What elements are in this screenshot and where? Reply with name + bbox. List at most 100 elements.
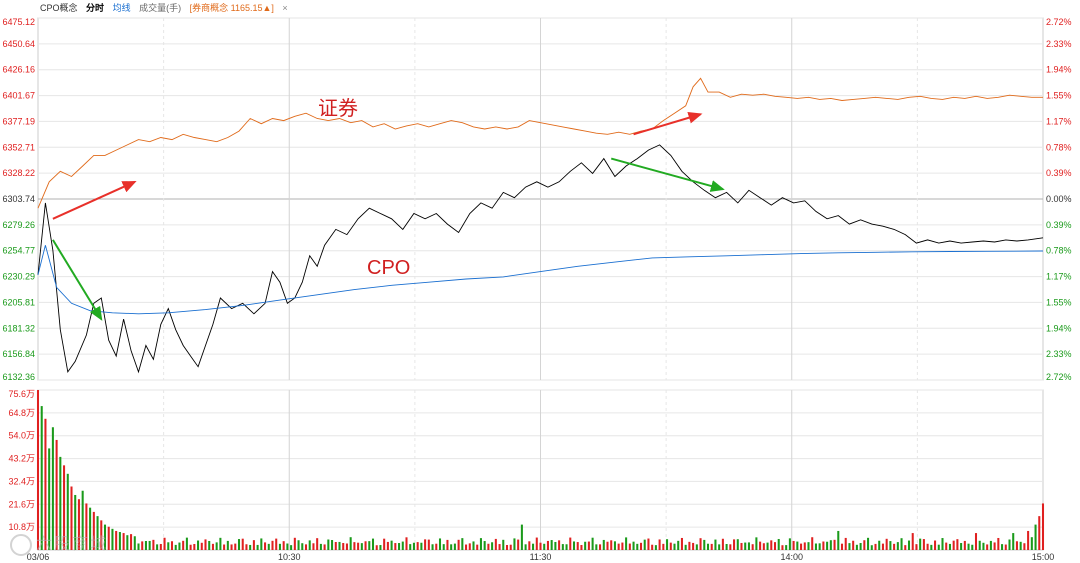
- volume-bar: [759, 541, 762, 550]
- volume-bar: [211, 543, 214, 550]
- volume-bar: [338, 541, 341, 550]
- volume-bar: [200, 542, 203, 550]
- pct-tick-label: 2.33%: [1046, 39, 1072, 49]
- volume-bar: [85, 503, 88, 550]
- volume-bar: [725, 544, 728, 550]
- volume-bar: [189, 544, 192, 550]
- volume-bar: [457, 539, 460, 550]
- volume-tick-label: 64.8万: [8, 408, 35, 418]
- tab-timeshare[interactable]: 分时: [86, 3, 105, 13]
- volume-bar: [632, 541, 635, 550]
- volume-bar: [81, 490, 84, 550]
- volume-bar: [945, 542, 948, 550]
- volume-bar: [152, 539, 155, 550]
- volume-bar: [215, 542, 218, 550]
- volume-bar: [312, 543, 315, 550]
- volume-bar: [628, 543, 631, 550]
- volume-bar: [658, 539, 661, 550]
- pct-tick-label: 1.94%: [1046, 323, 1072, 333]
- pct-tick-label: 1.55%: [1046, 297, 1072, 307]
- pct-tick-label: 2.72%: [1046, 372, 1072, 382]
- volume-bar: [36, 390, 40, 550]
- volume-bar: [684, 544, 687, 550]
- volume-bar: [606, 541, 609, 550]
- volume-bar: [1023, 543, 1026, 550]
- volume-bar: [498, 544, 501, 550]
- volume-tick-label: 10.8万: [8, 522, 35, 532]
- volume-bar: [66, 473, 69, 550]
- volume-bar: [468, 543, 471, 550]
- volume-bar: [267, 543, 270, 550]
- volume-bar: [863, 540, 866, 550]
- volume-bar: [956, 539, 959, 550]
- volume-bar: [766, 542, 769, 550]
- volume-bar: [889, 541, 892, 550]
- volume-bar: [379, 545, 382, 550]
- volume-bar: [613, 541, 616, 550]
- close-compare-icon[interactable]: ×: [282, 3, 288, 13]
- volume-bar: [479, 538, 482, 550]
- volume-bar: [848, 543, 851, 550]
- volume-bar: [867, 537, 870, 550]
- volume-bar: [349, 537, 352, 550]
- volume-bar: [978, 540, 981, 550]
- volume-bar: [550, 540, 553, 550]
- pct-tick-label: 2.72%: [1046, 17, 1072, 27]
- watermark: 六股商城: [10, 530, 108, 556]
- volume-bar: [695, 544, 698, 550]
- volume-bar: [546, 540, 549, 550]
- volume-bar: [487, 543, 490, 550]
- volume-bar: [904, 545, 907, 550]
- volume-bar: [237, 539, 241, 550]
- volume-bar: [1004, 544, 1007, 550]
- volume-bar: [494, 538, 497, 550]
- volume-bar: [148, 540, 151, 550]
- volume-bar: [1038, 516, 1041, 550]
- volume-bar: [982, 542, 985, 550]
- volume-bar: [111, 528, 114, 550]
- volume-bar: [461, 538, 464, 550]
- annotation-arrow-red: [52, 180, 137, 220]
- volume-bar: [881, 543, 884, 550]
- volume-bar: [260, 538, 263, 550]
- volume-bar: [1030, 537, 1033, 550]
- volume-bar: [118, 532, 121, 550]
- volume-bar: [874, 543, 877, 550]
- volume-bar: [252, 540, 255, 550]
- volume-bar: [293, 537, 296, 550]
- volume-bar: [316, 538, 319, 550]
- volume-legend[interactable]: 成交量(手): [139, 3, 182, 13]
- volume-bar: [699, 538, 702, 550]
- volume-bar: [532, 543, 535, 550]
- volume-bar: [788, 538, 791, 550]
- time-tick-label: 11:30: [530, 552, 552, 562]
- volume-bar: [137, 543, 140, 550]
- volume-bar: [651, 544, 654, 550]
- volume-bar: [476, 544, 479, 550]
- price-tick-label: 6401.67: [2, 91, 35, 101]
- price-tick-label: 6352.71: [2, 142, 35, 152]
- volume-bar: [643, 539, 646, 550]
- volume-bar: [509, 544, 512, 550]
- volume-bar: [465, 544, 468, 550]
- volume-bar: [878, 540, 881, 550]
- volume-bar: [234, 543, 237, 550]
- volume-tick-label: 43.2万: [8, 454, 35, 464]
- compare-index-legend[interactable]: [券商概念 1165.15▲]: [189, 3, 274, 13]
- volume-bar: [688, 541, 691, 550]
- volume-bar: [669, 542, 672, 550]
- volume-bar: [535, 537, 538, 550]
- volume-bar: [967, 543, 970, 550]
- volume-bar: [740, 542, 743, 550]
- volume-bar: [677, 540, 680, 550]
- pct-tick-label: 1.17%: [1046, 116, 1072, 126]
- volume-bar: [1012, 533, 1015, 550]
- volume-bar: [156, 544, 159, 550]
- volume-bar: [1015, 541, 1018, 550]
- volume-bar: [997, 537, 1000, 550]
- avg-line-legend[interactable]: 均线: [112, 3, 131, 13]
- volume-bar: [278, 543, 281, 550]
- volume-bar: [386, 541, 389, 550]
- price-tick-label: 6450.64: [2, 39, 35, 49]
- volume-bar: [718, 544, 721, 550]
